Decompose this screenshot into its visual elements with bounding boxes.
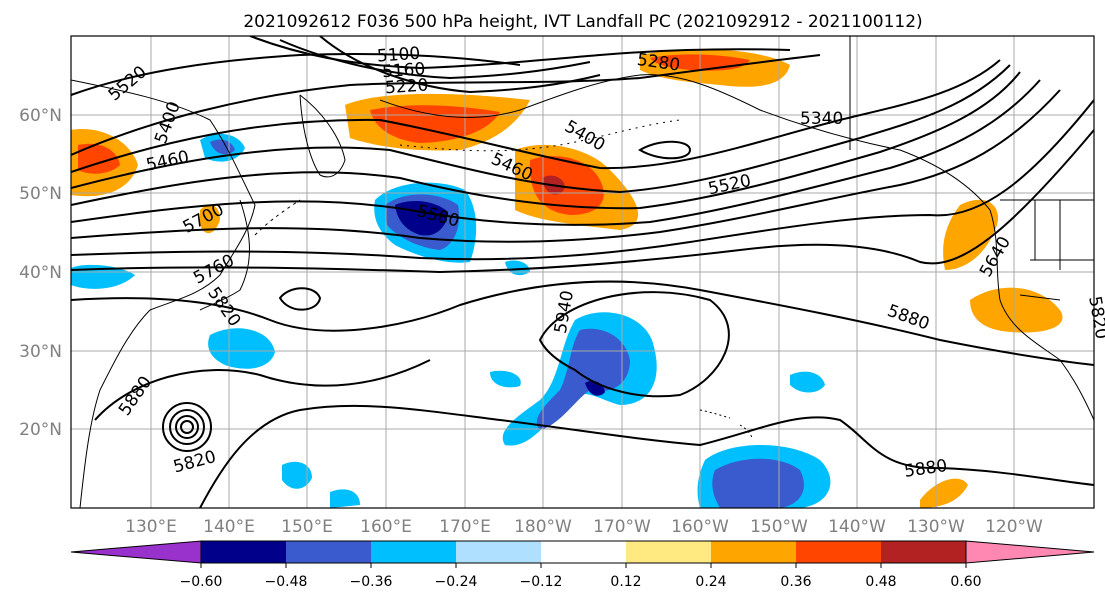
colorbar-swatch — [541, 541, 626, 563]
figure-title: 2021092612 F036 500 hPa height, IVT Land… — [243, 12, 922, 32]
colorbar-swatch — [796, 541, 881, 563]
height-contour — [71, 59, 1001, 173]
hawaii-islands — [699, 409, 753, 439]
colorbar-swatch — [711, 541, 796, 563]
colorbar-tick-label: −0.48 — [265, 574, 308, 590]
ivt-negative-region — [790, 371, 825, 393]
height-contours — [71, 36, 1094, 508]
colorbar-frame — [200, 540, 967, 564]
lat-label: 50°N — [19, 184, 62, 204]
lon-label: 130°E — [125, 517, 177, 537]
ivt-negative-region — [490, 370, 521, 388]
colorbar-swatch — [371, 541, 456, 563]
height-contour — [71, 64, 1011, 194]
lat-label: 60°N — [19, 106, 62, 126]
colorbar-swatch — [456, 541, 541, 563]
height-contour — [279, 39, 591, 80]
height-contour — [71, 71, 1021, 210]
lon-label: 150°W — [750, 517, 808, 537]
ivt-negative-region — [208, 328, 275, 369]
lon-label: 120°W — [985, 517, 1043, 537]
height-contour — [319, 36, 601, 94]
lat-label: 30°N — [19, 342, 62, 362]
contour-label: 5220 — [384, 75, 429, 98]
ivt-negative-region — [71, 264, 135, 289]
lon-label: 140°E — [203, 517, 255, 537]
height-contour — [71, 89, 1061, 243]
us-state-borders — [1019, 200, 1094, 301]
colorbar-tick-label: 0.12 — [610, 574, 641, 590]
ivt-negative-region — [330, 489, 360, 508]
lon-label: 140°W — [828, 517, 886, 537]
ivt-negative-core — [712, 458, 804, 508]
lon-label: 180°W — [514, 517, 572, 537]
kuril-islands — [254, 199, 301, 236]
colorbar-tick-label: −0.12 — [520, 574, 563, 590]
height-contour — [638, 140, 692, 160]
height-contour — [71, 129, 1094, 274]
lon-label: 170°E — [439, 517, 491, 537]
colorbar-swatch — [201, 541, 286, 563]
colorbar-tick-label: −0.36 — [350, 574, 393, 590]
colorbar-tick-label: 0.60 — [950, 574, 981, 590]
colorbar-swatch — [286, 541, 371, 563]
colorbar-extend-min — [70, 540, 202, 564]
longitude-labels: 130°E 140°E 150°E 160°E 170°E 180°W 170°… — [125, 517, 1043, 537]
north-america-coastline — [989, 209, 1094, 421]
latitude-labels: 60°N 50°N 40°N 30°N 20°N — [19, 106, 62, 440]
lon-label: 160°W — [671, 517, 729, 537]
typhoon-contour — [169, 409, 205, 445]
colorbar-swatch — [881, 541, 966, 563]
height-contour — [199, 404, 1094, 508]
ivt-positive-region — [943, 199, 999, 270]
ivt-negative-core — [536, 328, 630, 430]
colorbar-tick-labels: −0.60 −0.48 −0.36 −0.24 −0.12 0.12 0.24 … — [180, 574, 982, 590]
typhoon-contour — [162, 402, 212, 452]
map-panel: 5520 5400 5460 5100 5160 5220 5280 5340 … — [70, 35, 1105, 509]
contour-label: 5340 — [800, 109, 843, 129]
ivt-negative-region — [282, 461, 312, 489]
ivt-positive-region — [920, 478, 968, 508]
colorbar-tick-label: −0.24 — [435, 574, 478, 590]
height-contour — [538, 291, 730, 398]
lon-label: 150°E — [281, 517, 333, 537]
colorbar-tick-label: 0.36 — [780, 574, 811, 590]
colorbar-tick-label: 0.24 — [695, 574, 726, 590]
height-contour — [94, 359, 431, 421]
lat-label: 40°N — [19, 263, 62, 283]
ivt-positive-region — [200, 204, 220, 234]
alaska-coastline — [379, 74, 991, 211]
colorbar-tick-label: 0.48 — [865, 574, 896, 590]
colorbar-ticks — [200, 563, 967, 568]
colorbar-swatch — [626, 541, 711, 563]
colorbar-extend-max — [965, 540, 1095, 564]
typhoon-contour — [180, 420, 194, 434]
contour-label: 5100 — [376, 44, 421, 67]
height-contour — [71, 280, 1094, 366]
height-contour — [278, 287, 322, 311]
height-contour — [71, 99, 1094, 261]
lon-label: 170°W — [593, 517, 651, 537]
height-contour — [71, 54, 821, 156]
ivt-positive-core — [529, 156, 604, 215]
typhoon-contour — [175, 415, 199, 439]
lat-label: 20°N — [19, 420, 62, 440]
lon-label: 160°E — [360, 517, 412, 537]
colorbar-tick-label: −0.60 — [180, 574, 223, 590]
height-contour — [71, 79, 1041, 226]
gridlines — [71, 36, 1094, 508]
contour-label: 5160 — [381, 59, 426, 82]
ivt-positive-region — [970, 287, 1063, 333]
colorbar: −0.60 −0.48 −0.36 −0.24 −0.12 0.12 0.24 … — [70, 540, 1095, 590]
lon-label: 130°W — [907, 517, 965, 537]
map-frame — [70, 35, 1095, 509]
height-contour — [71, 52, 521, 96]
